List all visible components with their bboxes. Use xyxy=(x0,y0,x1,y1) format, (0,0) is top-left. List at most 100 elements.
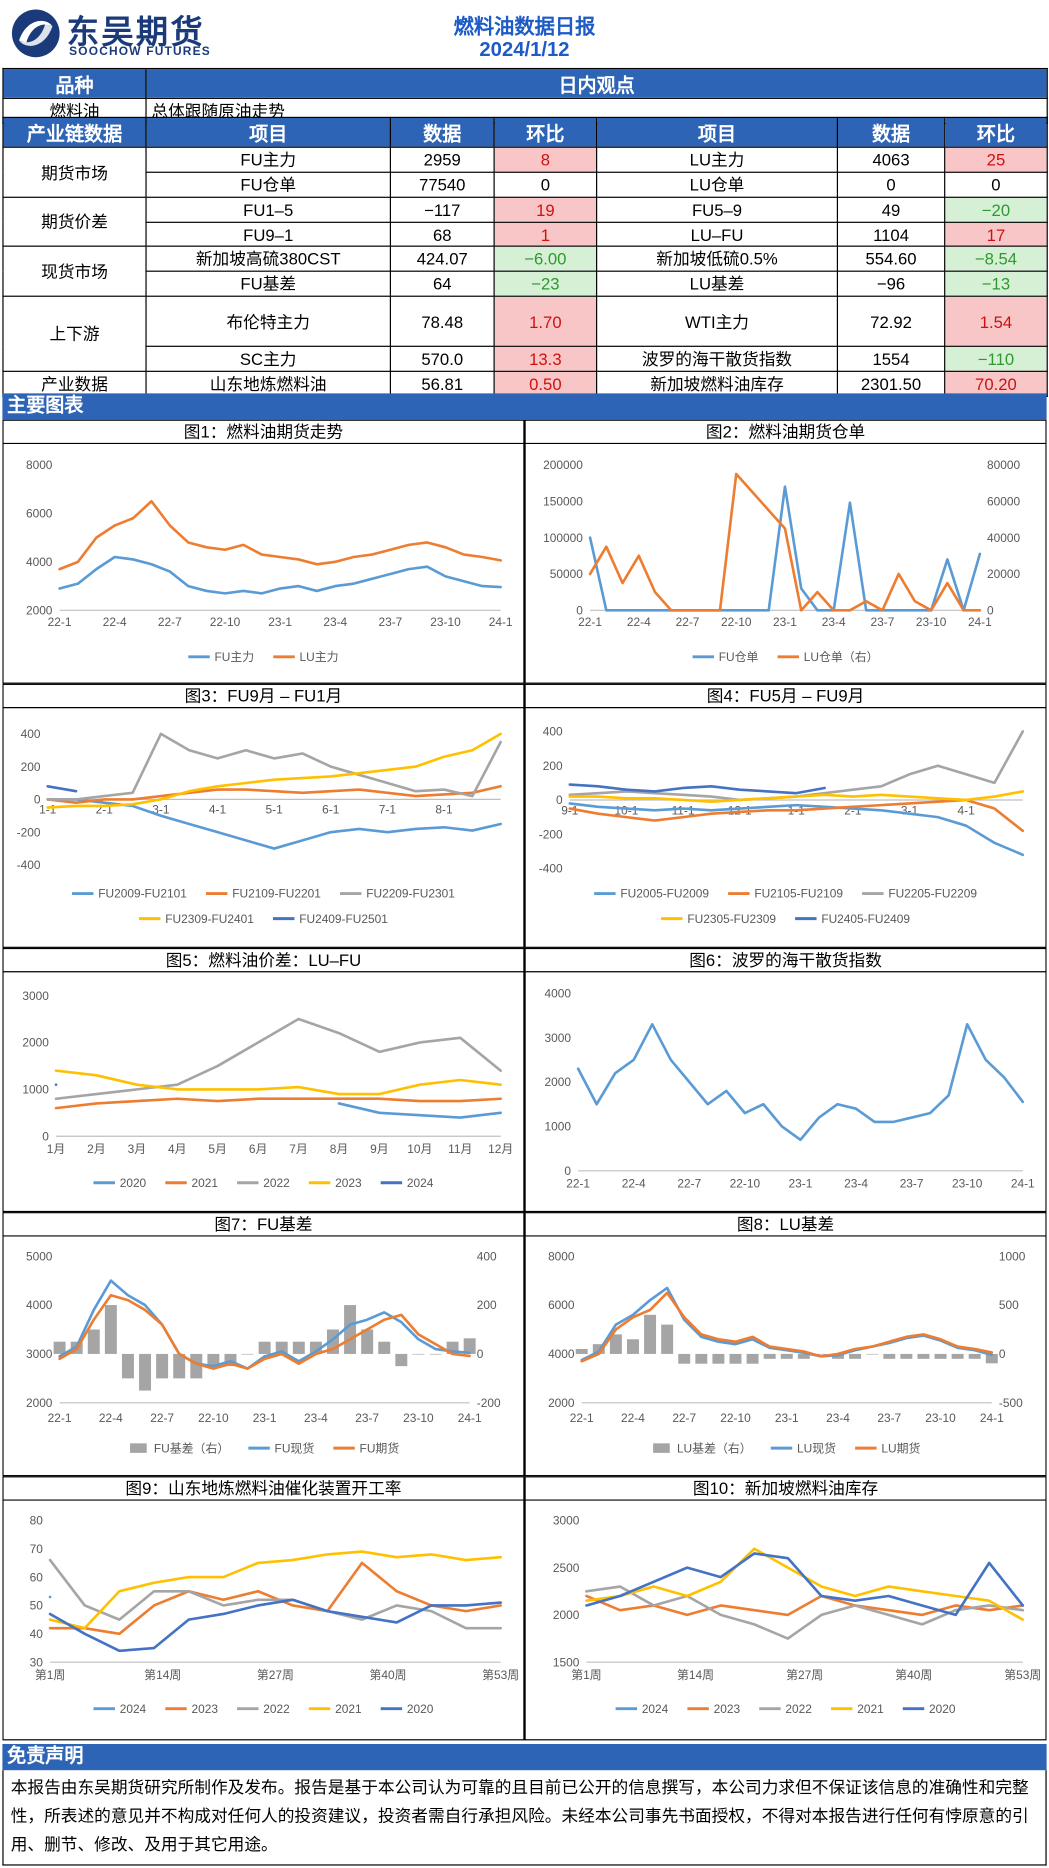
bar xyxy=(156,1353,169,1379)
group-cell: 期货价差 xyxy=(2,196,147,248)
item-cell: WTI主力 xyxy=(596,296,839,348)
legend-item: LU期货 xyxy=(855,1441,920,1455)
y-tick-label: -200 xyxy=(539,827,563,841)
x-tick-label: 23-1 xyxy=(773,615,797,629)
x-tick-label: 4-1 xyxy=(958,803,976,817)
change-cell: 0 xyxy=(944,171,1048,198)
bar xyxy=(746,1353,759,1364)
item-cell: SC主力 xyxy=(145,346,391,373)
x-tick-label: 5-1 xyxy=(266,803,284,817)
x-tick-label: 22-1 xyxy=(48,615,72,629)
y-tick-label: 2000 xyxy=(544,1075,571,1089)
x-tick-label: 23-7 xyxy=(900,1177,924,1191)
brand: 东吴期货 xyxy=(66,14,206,51)
y-tick-label: 60 xyxy=(30,1570,44,1584)
bar xyxy=(661,1324,674,1354)
report-date: 2024/1/12 xyxy=(479,38,570,61)
change-cell: 0 xyxy=(493,171,598,198)
legend-swatch xyxy=(653,1443,670,1453)
series-line xyxy=(54,1097,502,1110)
y2-tick-label: 80000 xyxy=(987,458,1020,472)
series-line xyxy=(568,798,1025,833)
y2-tick-label: 0 xyxy=(987,604,994,618)
bar xyxy=(53,1341,66,1354)
x-tick-label: 23-10 xyxy=(403,1411,434,1425)
legend-label: 2024 xyxy=(407,1176,434,1190)
series-line xyxy=(585,1594,1025,1617)
series-line xyxy=(580,1291,994,1363)
series-line xyxy=(568,783,826,795)
value-cell: 1554 xyxy=(836,346,946,373)
x-tick-label: 23-1 xyxy=(789,1177,813,1191)
y-tick-label: 8000 xyxy=(26,458,53,472)
legend-label: FU2305-FU2309 xyxy=(687,912,776,926)
legend-item: 2022 xyxy=(237,1702,290,1716)
y-tick-label: 400 xyxy=(543,725,563,739)
series-line xyxy=(48,1550,502,1630)
y2-tick-label: 60000 xyxy=(987,494,1020,508)
x-tick-label: 22-4 xyxy=(99,1411,123,1425)
series-line xyxy=(568,790,1025,804)
change-cell: −23 xyxy=(493,271,598,298)
x-tick-label: 22-4 xyxy=(627,615,651,629)
bar xyxy=(395,1353,408,1367)
chart-panel: 图4：FU5月 – FU9月 -400 -200 0 200 400 9-1 10-1 11-1… xyxy=(524,683,1047,948)
chart-panel: 图8：LU基差 2000 4000 6000 8000 -500 0 500 1000 22-1 2… xyxy=(524,1212,1047,1477)
chart-panel: 图9：山东地炼燃料油催化装置开工率 30 40 50 60 70 80 第1周 第14周 第27周… xyxy=(2,1476,525,1741)
x-tick-label: 22-10 xyxy=(730,1177,761,1191)
item-cell: 山东地炼燃料油 xyxy=(145,371,391,398)
legend-label: LU基差（右） xyxy=(677,1441,752,1455)
series-line xyxy=(58,555,502,595)
x-tick-label: 23-4 xyxy=(822,615,846,629)
legend-label: FU2205-FU2209 xyxy=(888,887,977,901)
legend-label: FU仓单 xyxy=(719,650,759,664)
series-line xyxy=(58,1279,471,1370)
legend-item: FU2105-FU2109 xyxy=(728,887,843,901)
legend-item: FU2109-FU2201 xyxy=(205,887,321,901)
x-tick-label: 23-1 xyxy=(268,615,292,629)
bar xyxy=(275,1341,288,1354)
legend-item: FU期货 xyxy=(333,1441,399,1455)
bar xyxy=(173,1353,186,1379)
chart-panel: 图1：燃料油期货走势 2000 4000 6000 8000 22-1 22-4 22-7 22… xyxy=(2,419,525,684)
chart-title: 图8：LU基差 xyxy=(737,1215,834,1234)
x-tick-label: 22-4 xyxy=(621,1411,645,1425)
x-tick-label: 23-7 xyxy=(877,1411,901,1425)
panel-frame xyxy=(524,947,1047,1213)
legend-label: FU2109-FU2201 xyxy=(232,887,321,901)
x-tick-label: 11-1 xyxy=(672,803,695,817)
legend-label: FU现货 xyxy=(275,1441,315,1455)
item-cell: FU主力 xyxy=(145,146,391,173)
legend-item: FU2305-FU2309 xyxy=(661,912,776,926)
x-tick-label: 23-10 xyxy=(952,1177,983,1191)
change-cell: −20 xyxy=(944,196,1048,223)
series-line xyxy=(48,1598,502,1653)
y2-tick-label: 0 xyxy=(477,1347,484,1361)
legend-label: 2020 xyxy=(120,1176,147,1190)
legend-label: 2021 xyxy=(192,1176,219,1190)
chart-title: 图7：FU基差 xyxy=(214,1215,312,1234)
series-line xyxy=(58,499,502,571)
header-cell: 环比 xyxy=(493,116,598,148)
bar xyxy=(883,1353,896,1359)
x-tick-label: 22-7 xyxy=(158,615,182,629)
y-tick-label: 50000 xyxy=(550,567,583,581)
chart-title: 图6：波罗的海干散货指数 xyxy=(689,951,882,970)
item-cell: FU仓单 xyxy=(145,171,391,198)
header-cell: 品种 xyxy=(2,67,147,99)
x-tick-label: 23-7 xyxy=(870,615,894,629)
change-cell: 17 xyxy=(944,221,1048,248)
x-tick-label: 10-1 xyxy=(615,803,639,817)
bar xyxy=(87,1329,100,1354)
x-tick-label: 1月 xyxy=(47,1142,66,1156)
x-tick-label: 11月 xyxy=(448,1142,472,1156)
bar xyxy=(429,1353,442,1355)
bar xyxy=(378,1341,391,1354)
y2-tick-label: 400 xyxy=(477,1249,497,1263)
panel-frame xyxy=(2,419,525,684)
y-tick-label: 400 xyxy=(21,727,41,741)
x-tick-label: 22-10 xyxy=(210,615,241,629)
